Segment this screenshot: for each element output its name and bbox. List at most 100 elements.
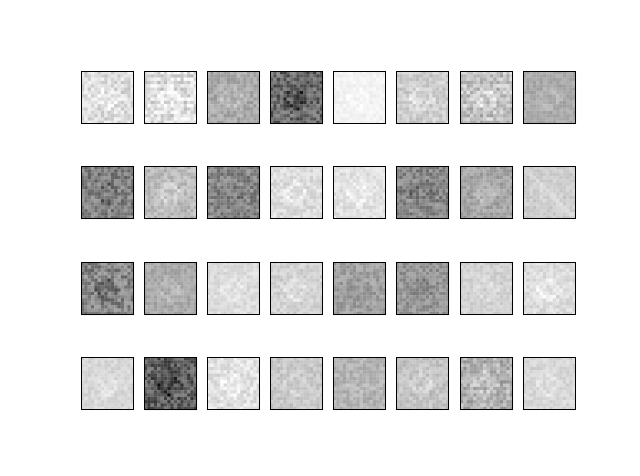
- tile-border: [270, 71, 323, 124]
- feature-pixel: [296, 90, 300, 95]
- feature-pixel: [157, 305, 161, 309]
- feature-pixel: [276, 80, 280, 85]
- feature-pixel: [532, 110, 537, 115]
- feature-pixel: [220, 215, 224, 220]
- feature-pixel: [253, 90, 257, 95]
- feature-pixel: [210, 305, 214, 309]
- feature-pixel: [183, 265, 188, 269]
- feature-pixel: [183, 285, 188, 289]
- feature-pixel: [366, 202, 370, 206]
- feature-pixel: [250, 215, 254, 220]
- feature-pixel: [422, 94, 426, 98]
- feature-pixel: [309, 175, 314, 180]
- feature-pixel: [273, 104, 277, 108]
- feature-pixel: [562, 87, 567, 91]
- feature-pixel: [496, 87, 500, 91]
- feature-pixel: [177, 114, 181, 118]
- feature-pixel: [425, 185, 430, 190]
- feature-pixel: [130, 179, 135, 183]
- feature-pixel: [319, 265, 324, 269]
- feature-pixel: [177, 215, 181, 220]
- feature-pixel: [150, 175, 154, 180]
- feature-pixel: [342, 120, 347, 125]
- feature-pixel: [396, 172, 400, 176]
- feature-pixel: [94, 110, 98, 115]
- feature-pixel: [273, 179, 277, 183]
- feature-pixel: [552, 84, 557, 88]
- feature-pixel: [283, 117, 287, 121]
- feature-pixel: [233, 169, 237, 173]
- feature-pixel: [124, 271, 128, 276]
- feature-pixel: [439, 77, 443, 81]
- feature-pixel: [167, 87, 171, 91]
- feature-pixel: [349, 104, 353, 108]
- feature-pixel: [432, 90, 436, 95]
- feature-pixel: [130, 295, 135, 299]
- feature-pixel: [240, 298, 244, 302]
- feature-pixel: [193, 199, 198, 203]
- feature-pixel: [346, 90, 350, 95]
- feature-pixel: [476, 97, 480, 101]
- feature-pixel: [409, 172, 413, 176]
- feature-pixel: [556, 189, 560, 193]
- feature-pixel: [526, 87, 530, 91]
- feature-pixel: [479, 202, 484, 206]
- feature-pixel: [190, 209, 194, 213]
- feature-pixel: [117, 71, 121, 75]
- feature-pixel: [306, 87, 310, 91]
- feature-pixel: [483, 107, 487, 111]
- feature-pixel: [396, 195, 400, 200]
- feature-pixel: [107, 305, 111, 309]
- feature-pixel: [313, 77, 317, 81]
- feature-pixel: [372, 172, 377, 176]
- feature-pixel: [396, 80, 400, 85]
- feature-pixel: [127, 182, 131, 186]
- feature-pixel: [210, 74, 214, 78]
- feature-pixel: [170, 281, 174, 286]
- feature-pixel: [246, 120, 251, 125]
- feature-pixel: [379, 209, 383, 213]
- feature-pixel: [104, 205, 108, 210]
- feature-pixel: [276, 84, 280, 88]
- feature-pixel: [463, 215, 467, 220]
- feature-pixel: [362, 175, 367, 180]
- feature-pixel: [107, 169, 111, 173]
- feature-pixel: [180, 268, 184, 272]
- feature-pixel: [127, 202, 131, 206]
- feature-pixel: [81, 285, 85, 289]
- feature-pixel: [542, 87, 547, 91]
- feature-pixel: [362, 166, 367, 170]
- feature-pixel: [170, 117, 174, 121]
- feature-pixel: [270, 104, 274, 108]
- feature-pixel: [213, 288, 217, 292]
- feature-pixel: [476, 87, 480, 91]
- tile-border: [207, 166, 260, 219]
- feature-pixel: [572, 215, 577, 220]
- feature-pixel: [273, 275, 277, 279]
- feature-pixel: [566, 110, 570, 115]
- feature-pixel: [210, 212, 214, 216]
- feature-pixel: [366, 179, 370, 183]
- feature-pixel: [167, 71, 171, 75]
- feature-pixel: [572, 100, 577, 105]
- feature-pixel: [230, 265, 234, 269]
- feature-pixel: [114, 80, 118, 85]
- feature-pixel: [246, 100, 251, 105]
- feature-pixel: [532, 202, 537, 206]
- feature-pixel: [233, 308, 237, 312]
- feature-pixel: [279, 205, 284, 210]
- feature-pixel: [439, 195, 443, 200]
- feature-pixel: [376, 195, 380, 200]
- feature-pixel: [220, 205, 224, 210]
- feature-pixel: [566, 215, 570, 220]
- feature-pixel: [509, 179, 514, 183]
- feature-pixel: [276, 185, 280, 190]
- feature-pixel: [250, 311, 254, 316]
- feature-pixel: [399, 90, 403, 95]
- feature-pixel: [333, 205, 337, 210]
- feature-pixel: [150, 117, 154, 121]
- feature-pixel: [425, 87, 430, 91]
- feature-pixel: [150, 308, 154, 312]
- feature-pixel: [273, 84, 277, 88]
- feature-pixel: [286, 94, 290, 98]
